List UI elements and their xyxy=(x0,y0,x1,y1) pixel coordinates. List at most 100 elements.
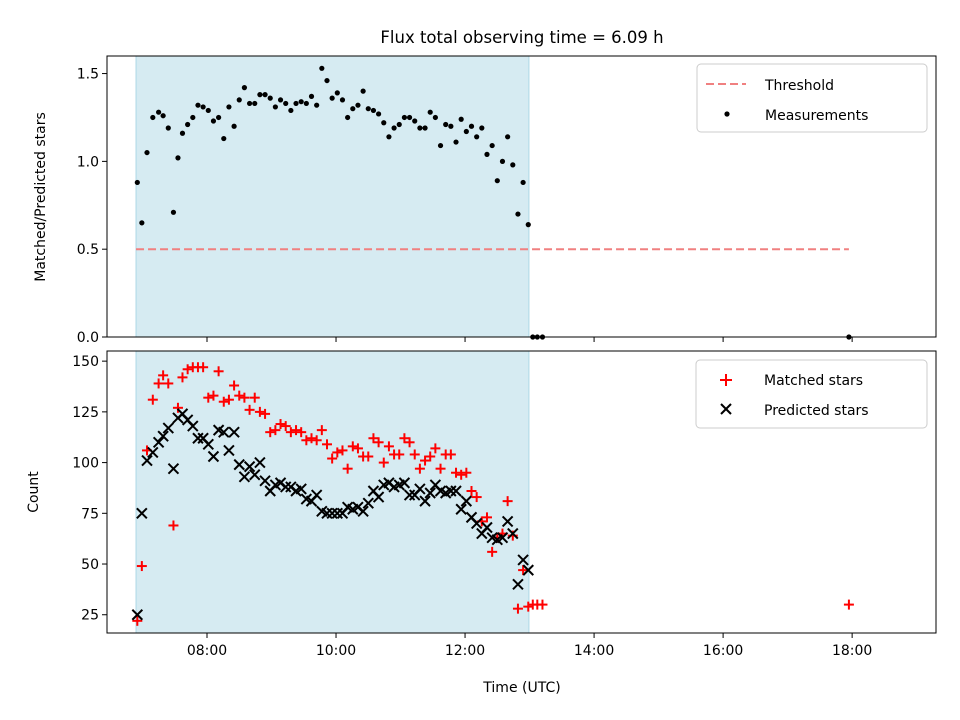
measurement-point xyxy=(360,88,366,94)
matched-star-point xyxy=(158,370,169,381)
measurement-point xyxy=(396,121,402,128)
matched-star-point xyxy=(461,467,472,478)
predicted-star-point xyxy=(501,515,514,528)
predicted-star-point xyxy=(481,521,493,534)
measurement-point xyxy=(365,106,371,112)
matched-star-point xyxy=(537,599,548,610)
measurement-point xyxy=(190,114,196,121)
measurement-point xyxy=(246,100,253,107)
matched-star-point xyxy=(481,512,492,523)
bottom-y-ticks: 25 50 75 100 125 150 xyxy=(72,354,107,624)
matched-star-point xyxy=(203,392,214,403)
measurement-point xyxy=(417,125,423,131)
matched-star-point xyxy=(373,437,384,448)
matched-star-point xyxy=(404,437,415,448)
measurement-point xyxy=(448,123,454,129)
predicted-star-point xyxy=(398,477,411,489)
y-tick-label: 1.0 xyxy=(77,154,99,170)
matched-star-point xyxy=(414,463,425,474)
measurements-legend-label: Measurements xyxy=(765,108,868,124)
y-tick-label: 75 xyxy=(81,506,99,522)
measurement-point xyxy=(355,102,361,108)
matched-star-point xyxy=(275,419,286,430)
measurement-point xyxy=(432,114,438,121)
matched-star-point xyxy=(168,520,179,531)
measurement-point xyxy=(474,134,480,140)
measurement-point xyxy=(134,179,140,186)
measurements-legend-swatch xyxy=(724,111,730,117)
matched-star-point xyxy=(265,427,276,438)
predicted-legend-label: Predicted stars xyxy=(764,403,869,419)
measurement-point xyxy=(427,109,433,115)
matched-star-point xyxy=(487,546,498,557)
measurement-point xyxy=(406,114,413,121)
measurement-point xyxy=(412,118,418,124)
matched-star-point xyxy=(136,561,147,572)
measurement-point xyxy=(515,211,521,217)
measurement-point xyxy=(479,125,485,131)
measurement-point xyxy=(339,97,346,103)
measurement-point xyxy=(170,209,177,215)
predicted-star-point xyxy=(445,485,457,497)
measurement-point xyxy=(221,135,227,142)
measurement-point xyxy=(319,65,325,71)
predicted-star-point xyxy=(331,507,344,520)
measurement-point xyxy=(453,139,459,145)
matched-legend-swatch xyxy=(720,374,732,386)
measurement-point xyxy=(494,178,500,184)
predicted-star-point xyxy=(131,609,144,621)
measurement-point xyxy=(205,107,211,114)
predicted-star-point xyxy=(238,471,251,483)
matched-star-point xyxy=(368,433,379,444)
predicted-star-point xyxy=(243,460,256,473)
matched-star-point xyxy=(301,435,312,446)
measurement-point xyxy=(293,100,299,107)
matched-star-point xyxy=(280,421,291,432)
measurement-point xyxy=(216,114,222,121)
measurement-point xyxy=(144,149,150,156)
matched-star-point xyxy=(420,455,431,466)
matched-star-point xyxy=(198,362,209,373)
predicted-star-point xyxy=(414,483,426,495)
predicted-star-point xyxy=(233,458,245,471)
measurement-point xyxy=(386,134,392,140)
predicted-star-point xyxy=(187,420,199,432)
measurement-point xyxy=(272,104,278,110)
matched-star-point xyxy=(172,402,183,413)
x-tick-label: 18:00 xyxy=(832,643,872,659)
matched-star-point xyxy=(177,372,188,383)
predicted-star-point xyxy=(357,505,369,517)
x-axis-label: Time (UTC) xyxy=(482,680,560,696)
measurement-point xyxy=(350,106,356,112)
x-tick-label: 16:00 xyxy=(703,643,743,659)
measurement-point xyxy=(505,134,511,140)
matched-star-point xyxy=(347,441,358,452)
matched-star-point xyxy=(208,390,219,401)
measurement-point xyxy=(179,130,186,136)
matched-star-point xyxy=(239,392,250,403)
measurement-point xyxy=(210,118,217,124)
matched-star-point xyxy=(223,394,234,405)
top-legend-box xyxy=(696,63,928,133)
predicted-star-point xyxy=(450,485,462,497)
measurement-point xyxy=(283,100,289,107)
measurement-point xyxy=(277,97,284,103)
x-tick-label: 12:00 xyxy=(445,643,485,659)
predicted-star-point xyxy=(295,483,307,495)
matched-star-point xyxy=(296,427,307,438)
matched-star-point xyxy=(430,443,441,454)
measurement-point xyxy=(391,125,397,131)
matched-star-point xyxy=(502,496,513,507)
measurement-point xyxy=(231,123,237,129)
predicted-star-point xyxy=(147,446,159,459)
matched-star-point xyxy=(409,449,420,460)
predicted-star-point xyxy=(496,531,509,544)
observing-window-shade xyxy=(135,55,530,338)
measurement-point xyxy=(314,102,320,108)
measurement-point xyxy=(175,155,181,161)
measurement-point xyxy=(484,151,490,157)
measurement-point xyxy=(499,158,506,164)
y-tick-label: 125 xyxy=(72,405,99,421)
y-tick-label: 25 xyxy=(81,608,99,624)
